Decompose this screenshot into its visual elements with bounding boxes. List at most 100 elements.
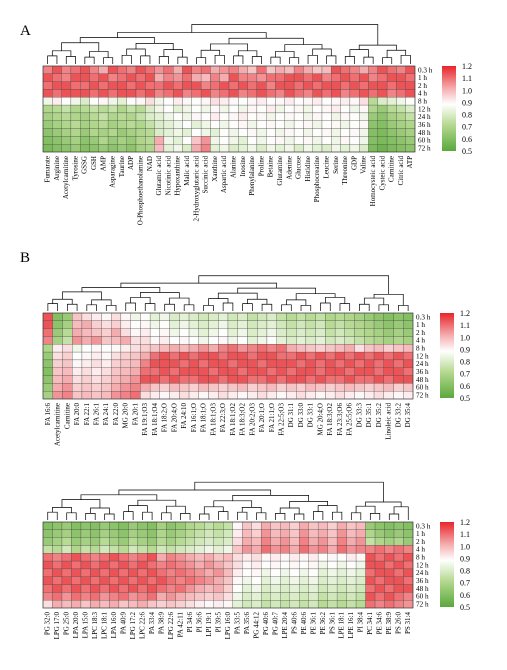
heatmap-cell: [303, 128, 313, 137]
heatmap-cell: [179, 312, 190, 321]
heatmap-cell: [90, 529, 101, 538]
heatmap-cell: [194, 560, 205, 570]
heatmap-cell: [200, 73, 211, 82]
heatmap-cell: [61, 553, 72, 562]
heatmap-cell: [403, 592, 414, 601]
heatmap-cell: [42, 537, 53, 546]
dendrogram-branch: [140, 55, 151, 64]
dendrogram-branch: [294, 513, 305, 520]
heatmap-cell: [130, 375, 141, 384]
heatmap-cell: [128, 521, 139, 530]
heatmap-cell: [80, 560, 91, 570]
heatmap-cell: [111, 351, 122, 361]
heatmap-cell: [270, 529, 281, 538]
heatmap-cell: [349, 120, 360, 129]
dendrogram-branch: [62, 291, 102, 300]
heatmap-cell: [52, 537, 63, 546]
dendrogram-branch: [121, 54, 132, 64]
heatmap-cell: [80, 73, 90, 82]
heatmap-cell: [373, 336, 384, 345]
heatmap-cell: [296, 328, 307, 337]
heatmap-cell: [204, 576, 214, 585]
heatmap-cell: [331, 65, 341, 74]
heatmap-cell: [61, 81, 72, 90]
row-label: 2 h: [418, 82, 427, 90]
heatmap-cell: [185, 560, 195, 570]
heatmap-cell: [61, 104, 72, 114]
heatmap-cell: [120, 320, 131, 329]
heatmap-cell: [296, 375, 307, 384]
heatmap-cell: [52, 367, 63, 376]
heatmap-cell: [89, 97, 99, 106]
column-label: FA 18:2;O: [161, 403, 169, 432]
heatmap-cell: [405, 144, 416, 153]
heatmap-cell: [154, 136, 165, 145]
heatmap-cell: [213, 545, 224, 554]
heatmap-cell: [331, 136, 341, 145]
heatmap-cell: [154, 81, 165, 90]
heatmap-cell: [296, 344, 307, 353]
heatmap-cell: [223, 553, 233, 562]
heatmap-cell: [52, 375, 63, 384]
heatmap-cell: [62, 359, 73, 368]
heatmap-cell: [42, 383, 53, 392]
column-label: LPC 18:1: [101, 612, 109, 640]
heatmap-cell: [238, 65, 248, 74]
heatmap-cell: [365, 529, 376, 538]
heatmap-cell: [349, 97, 360, 106]
heatmap-cell: [80, 104, 90, 114]
heatmap-cell: [289, 568, 300, 577]
heatmap-cell: [303, 136, 313, 145]
dendrogram-branch: [284, 44, 323, 52]
heatmap-cell: [163, 136, 174, 145]
heatmap-cell: [52, 560, 63, 570]
heatmap-cell: [247, 344, 258, 353]
heatmap-cell: [156, 576, 167, 585]
heatmap-cell: [135, 73, 146, 82]
heatmap-cell: [374, 568, 385, 577]
heatmap-cell: [80, 529, 91, 538]
heatmap-cell: [169, 359, 180, 368]
heatmap-cell: [336, 560, 347, 570]
heatmap-cell: [227, 375, 238, 384]
heatmap-cell: [91, 375, 102, 384]
heatmap-cell: [175, 529, 186, 538]
heatmap-cell: [117, 112, 127, 121]
row-label: 36 h: [416, 577, 429, 585]
dendrogram-branch: [237, 511, 248, 520]
heatmap-cell: [383, 336, 394, 345]
column-label: GSH: [90, 156, 98, 170]
dendrogram-branch: [125, 302, 136, 311]
column-label: LPG 16:0: [224, 612, 232, 640]
heatmap-cell: [266, 89, 276, 98]
heatmap-cell: [344, 351, 355, 361]
heatmap-cell: [179, 320, 190, 329]
heatmap-cell: [80, 537, 91, 546]
heatmap-cell: [99, 553, 110, 562]
heatmap-cell: [99, 576, 110, 585]
heatmap-cell: [204, 529, 214, 538]
column-label: Phosphocreatine: [313, 156, 321, 202]
heatmap-cell: [61, 89, 72, 98]
heatmap-cell: [42, 73, 53, 82]
heatmap-cell: [126, 144, 137, 153]
heatmap-cell: [331, 89, 341, 98]
heatmap-cell: [334, 359, 345, 368]
heatmap-cell: [355, 553, 366, 562]
heatmap-cell: [107, 136, 118, 145]
heatmap-cell: [403, 351, 414, 361]
column-label: PA 33:4: [148, 612, 156, 635]
heatmap-cell: [42, 104, 53, 114]
heatmap-cell: [349, 112, 360, 121]
column-label: PS 40:6: [290, 612, 298, 634]
heatmap-cell: [90, 521, 101, 530]
heatmap-cell: [109, 529, 120, 538]
heatmap-cell: [156, 568, 167, 577]
heatmap-cell: [120, 328, 131, 337]
heatmap-cell: [321, 128, 332, 137]
heatmap-cell: [384, 568, 395, 577]
heatmap-cell: [296, 367, 307, 376]
heatmap-cell: [393, 560, 404, 570]
heatmap-cell: [377, 73, 388, 82]
heatmap-cell: [210, 73, 220, 82]
